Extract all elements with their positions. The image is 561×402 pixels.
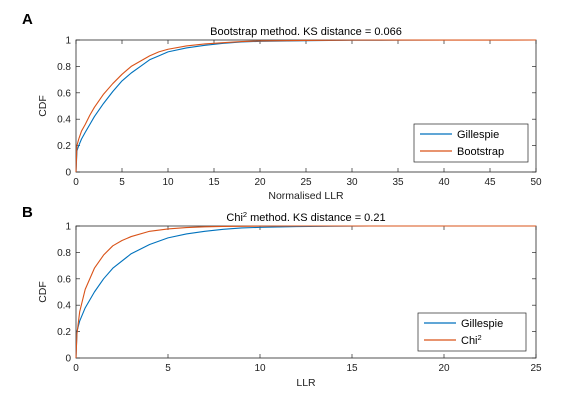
- panel-a-letter: A: [22, 11, 33, 28]
- panel-b-legend-box: [417, 312, 527, 352]
- panel-b-legend-label-chi2-sup: 2: [478, 333, 482, 342]
- panel-a-xtick-label: 0: [73, 177, 79, 188]
- panel-b-ticks: 0 5 10 15 20 25 0 0.2 0.4 0.6 0.8 1: [57, 222, 542, 375]
- panel-b-legend-label-chi2: Chi2: [461, 333, 482, 348]
- panel-b-legend-label-gillespie: Gillespie: [461, 318, 503, 330]
- panel-a-xtick-label: 30: [346, 177, 358, 188]
- panel-a-legend-label-bootstrap: Bootstrap: [457, 146, 504, 158]
- panel-a-series: [75, 39, 537, 173]
- panel-a-ytick-label: 0.8: [57, 62, 71, 73]
- panel-b-xtick-label: 20: [438, 363, 450, 374]
- panel-a-xtick-label: 35: [392, 177, 404, 188]
- panel-a-xtick-label: 45: [484, 177, 496, 188]
- panel-b-xtick-label: 0: [73, 363, 79, 374]
- panel-a-xtick-label: 40: [438, 177, 450, 188]
- panel-b-ytick-label: 1: [65, 222, 71, 233]
- panel-a-legend-box: [413, 123, 529, 163]
- panel-b: B Chi2 method. KS distance = 0.21 0 5 10 15…: [22, 204, 542, 389]
- panel-a-ytick-label: 1: [65, 36, 71, 47]
- panel-b-xtick-label: 10: [254, 363, 266, 374]
- panel-a-xtick-label: 50: [530, 177, 542, 188]
- panel-a-xtick-label: 15: [208, 177, 220, 188]
- panel-b-xtick-label: 5: [165, 363, 171, 374]
- panel-b-title: Chi2 method. KS distance = 0.21: [226, 210, 385, 225]
- panel-b-legend: Gillespie Chi2: [417, 312, 527, 352]
- panel-a-ytick-label: 0.2: [57, 141, 71, 152]
- panel-b-xlabel: LLR: [296, 377, 316, 389]
- panel-a-xtick-label: 25: [300, 177, 312, 188]
- panel-b-ytick-label: 0.4: [57, 301, 71, 312]
- panel-b-ytick-label: 0.6: [57, 274, 71, 285]
- panel-a-series-bootstrap-line: [75, 39, 537, 173]
- panel-a-ytick-label: 0.6: [57, 88, 71, 99]
- panel-b-title-prefix: Chi: [226, 212, 243, 224]
- panel-b-xtick-label: 25: [530, 363, 542, 374]
- panel-b-title-sup: 2: [243, 210, 247, 219]
- panel-a-title: Bootstrap method. KS distance = 0.066: [210, 26, 402, 38]
- panel-b-xtick-label: 15: [346, 363, 358, 374]
- panel-a-xtick-label: 10: [162, 177, 174, 188]
- panel-a-xtick-label: 5: [119, 177, 125, 188]
- panel-a-ticks: 0 5 10 15 20 25 30 35 40 45 50 0 0.2 0.4 0.6 0.8 1: [57, 36, 542, 189]
- panel-b-series: [75, 225, 536, 359]
- panel-a-legend: Gillespie Bootstrap: [413, 123, 529, 163]
- panel-b-ytick-label: 0.8: [57, 248, 71, 259]
- panel-b-series-chi2-line: [75, 225, 536, 359]
- panel-b-ytick-label: 0.2: [57, 327, 71, 338]
- panel-b-title-suffix: method. KS distance = 0.21: [247, 212, 386, 224]
- panel-b-ytick-label: 0: [65, 354, 71, 365]
- panel-a-xlabel: Normalised LLR: [268, 190, 344, 202]
- panel-b-ylabel: CDF: [37, 281, 49, 303]
- panel-a-xtick-label: 20: [254, 177, 266, 188]
- panel-a-ytick-label: 0: [65, 168, 71, 179]
- panel-a-ytick-label: 0.4: [57, 115, 71, 126]
- panel-a-ylabel: CDF: [37, 95, 49, 117]
- panel-a-legend-label-gillespie: Gillespie: [457, 129, 499, 141]
- panel-b-letter: B: [22, 204, 33, 221]
- panel-b-legend-label-chi2-base: Chi: [461, 335, 478, 347]
- panel-a: A Bootstrap method. KS distance = 0.066 …: [22, 11, 542, 202]
